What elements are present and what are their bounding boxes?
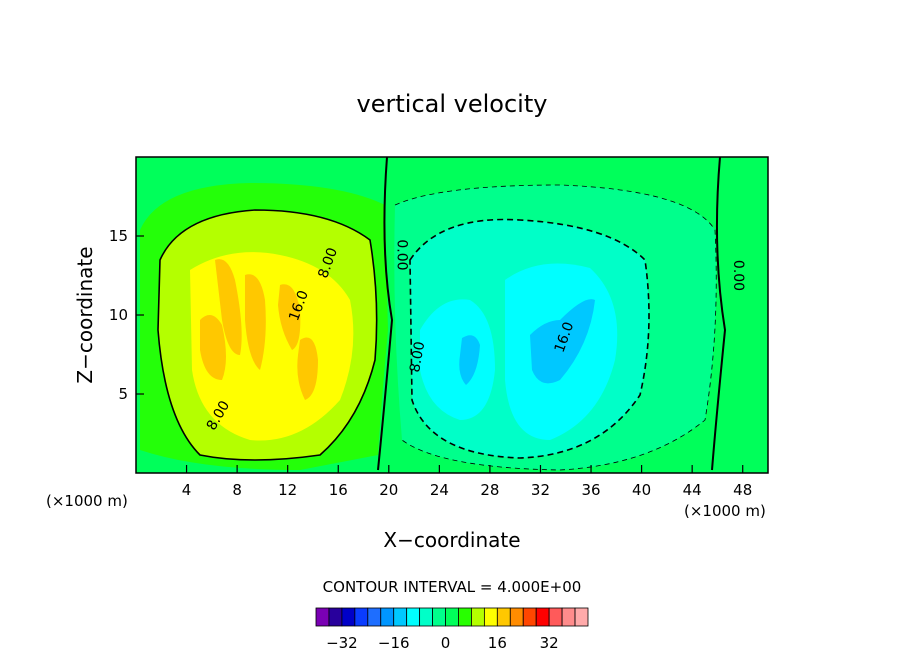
contour-label-4: 8.00: [407, 340, 428, 373]
x-tick-label-7: 32: [531, 481, 550, 499]
colorbar-swatch-18: [548, 607, 563, 627]
colorbar-swatch-20: [574, 607, 589, 627]
x-tick-label-3: 16: [329, 481, 348, 499]
x-tick-label-11: 48: [733, 481, 752, 499]
downdraft-core-b: [530, 299, 595, 384]
colorbar-tick-label-0: −32: [326, 634, 358, 652]
x-tick-label-8: 36: [581, 481, 600, 499]
colorbar-swatch-7: [406, 607, 421, 627]
x-tick-label-10: 44: [683, 481, 702, 499]
x-tick-label-0: 4: [182, 481, 192, 499]
colorbar-tick-label-4: 32: [540, 634, 559, 652]
x-tick-label-9: 40: [632, 481, 651, 499]
updraft-core-c: [245, 274, 266, 370]
colorbar-swatch-4: [367, 607, 382, 627]
colorbar-swatch-16: [522, 607, 537, 627]
colorbar-swatch-14: [496, 607, 511, 627]
colorbar-swatch-11: [458, 607, 472, 627]
x-unit-label-left: (×1000 m): [46, 492, 128, 510]
colorbar-tick-labels: −32 −16 0 16 32: [326, 634, 559, 652]
colorbar-swatch-3: [354, 607, 369, 627]
chart-title: vertical velocity: [357, 90, 548, 118]
updraft-core-a: [200, 315, 226, 380]
downdraft-region-12a: [420, 299, 495, 420]
colorbar-swatch-6: [393, 607, 408, 627]
contour-interval-text: CONTOUR INTERVAL = 4.000E+00: [323, 578, 582, 596]
colorbar-swatch-13: [483, 607, 498, 627]
contour-line-zero-right: [711, 156, 727, 471]
x-axis-label: X−coordinate: [383, 528, 520, 552]
colorbar-tick-label-2: 0: [441, 634, 451, 652]
colorbar-swatch-9: [432, 607, 446, 627]
contour-label-6: 0.00: [730, 260, 746, 291]
x-axis-ticks: 4 8 12 16 20 24 28 32 36 40 44 48: [182, 465, 752, 499]
downdraft-core-a: [459, 335, 480, 385]
x-tick-label-6: 28: [480, 481, 499, 499]
x-tick-label-5: 24: [430, 481, 449, 499]
y-axis-label: Z−coordinate: [73, 246, 97, 383]
y-tick-label-0: 5: [118, 385, 128, 403]
contour-line-minus4: [394, 184, 717, 471]
colorbar-swatch-0: [315, 607, 330, 627]
x-tick-label-4: 20: [379, 481, 398, 499]
y-axis-ticks: 5 10 15: [109, 227, 144, 403]
colorbar-swatch-1: [328, 607, 343, 627]
colorbar-swatch-15: [509, 607, 524, 627]
colorbar: [315, 607, 589, 627]
colorbar-swatch-2: [341, 607, 356, 627]
contour-line-zero-center: [377, 156, 394, 471]
colorbar-swatch-8: [419, 607, 433, 627]
colorbar-tick-label-1: −16: [378, 634, 410, 652]
x-tick-label-2: 12: [278, 481, 297, 499]
y-tick-label-2: 15: [109, 227, 128, 245]
x-unit-label-right: (×1000 m): [684, 502, 766, 520]
colorbar-tick-label-3: 16: [488, 634, 507, 652]
y-tick-label-1: 10: [109, 306, 128, 324]
contour-label-3: 0.00: [394, 239, 410, 270]
updraft-core-b: [215, 259, 242, 355]
colorbar-swatch-5: [380, 607, 395, 627]
updraft-core-e: [297, 337, 318, 400]
colorbar-swatch-19: [561, 607, 576, 627]
colorbar-swatch-10: [445, 607, 459, 627]
colorbar-swatch-17: [535, 607, 550, 627]
updraft-core-d: [278, 284, 301, 350]
x-tick-label-1: 8: [232, 481, 242, 499]
colorbar-swatch-12: [471, 607, 485, 627]
contour-line-8: [157, 209, 378, 461]
contour-line-minus8: [409, 218, 650, 459]
